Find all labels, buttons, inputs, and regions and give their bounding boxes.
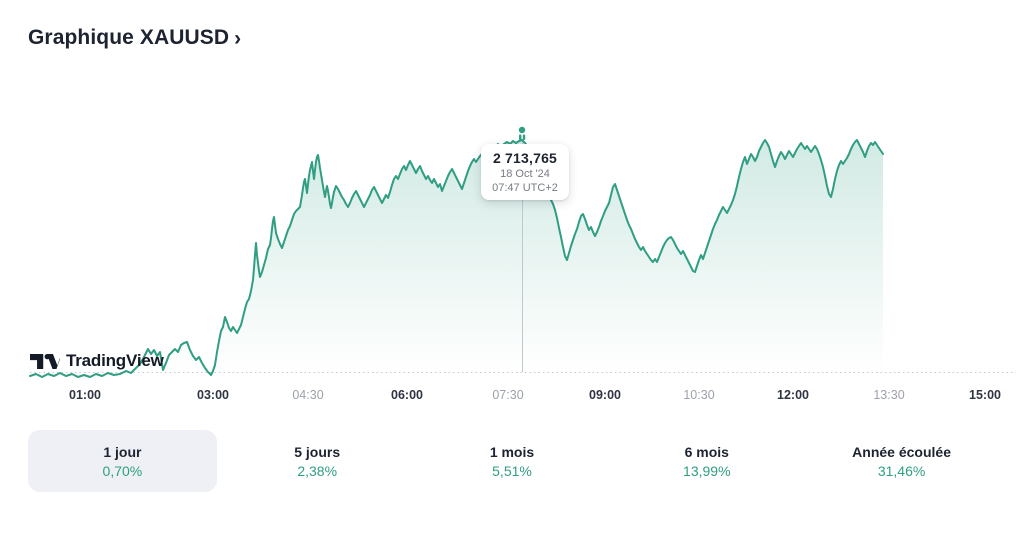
price-tooltip: 2 713,765 18 Oct '24 07:47 UTC+2 <box>481 144 569 200</box>
tradingview-logo-text: TradingView <box>66 351 164 370</box>
range-tabs: 1 jour 0,70% 5 jours 2,38% 1 mois 5,51% 6 mois… <box>28 430 996 492</box>
range-tab-4[interactable]: 6 mois 13,99% <box>612 430 801 492</box>
tooltip-date: 18 Oct '24 <box>500 168 550 180</box>
tradingview-logo[interactable]: TradingView <box>30 351 164 371</box>
tradingview-logo-mark-icon <box>30 353 60 369</box>
range-tab-5[interactable]: Année écoulée 31,46% <box>807 430 996 492</box>
chevron-right-icon: › <box>234 26 242 50</box>
range-tab-label: 1 jour <box>103 443 142 460</box>
range-tab-2[interactable]: 5 jours 2,38% <box>223 430 412 492</box>
chart-title-link[interactable]: Graphique XAUUSD › <box>28 26 241 50</box>
tooltip-time: 07:47 UTC+2 <box>492 182 558 194</box>
range-tab-change: 31,46% <box>877 462 926 479</box>
range-tab-label: 1 mois <box>489 443 535 460</box>
range-tab-label: 5 jours <box>294 443 341 460</box>
range-tab-change: 13,99% <box>683 462 731 479</box>
range-tab-change: 5,51% <box>492 462 532 479</box>
range-tab-label: 6 mois <box>684 443 729 460</box>
tooltip-price: 2 713,765 <box>492 150 558 166</box>
range-tab-3[interactable]: 1 mois 5,51% <box>418 430 607 492</box>
range-tab-label: Année écoulée <box>852 443 951 460</box>
page-title: Graphique XAUUSD <box>28 26 230 49</box>
chart-line <box>29 139 884 378</box>
marker-icon <box>518 126 526 140</box>
range-tab-1[interactable]: 1 jour 0,70% <box>28 430 217 492</box>
range-tab-change: 2,38% <box>297 462 338 479</box>
range-tab-change: 0,70% <box>102 462 143 479</box>
